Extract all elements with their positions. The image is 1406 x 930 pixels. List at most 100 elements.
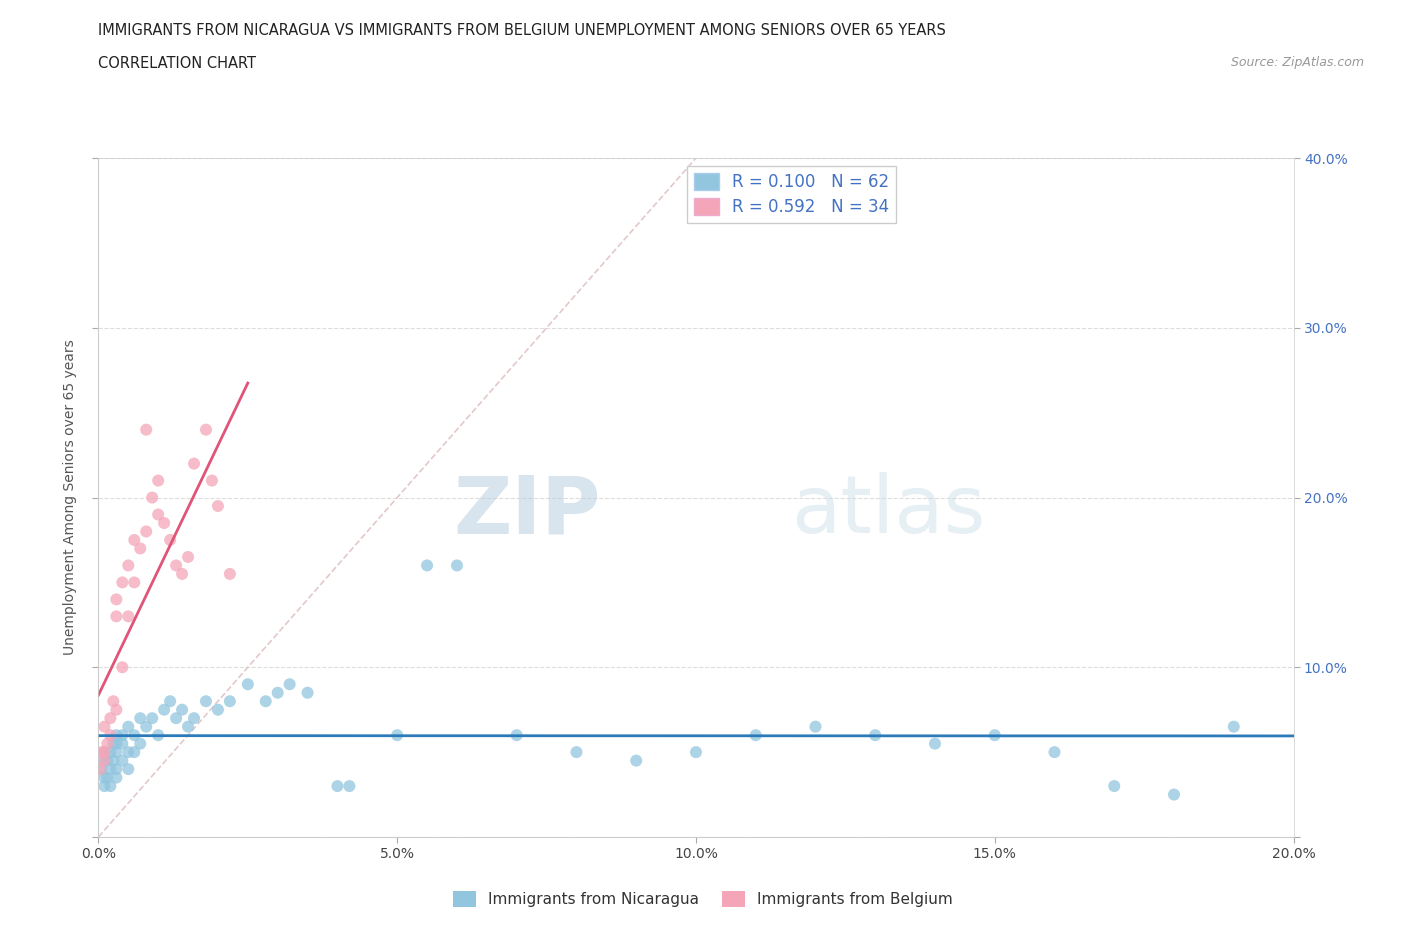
- Point: [111, 575, 134, 590]
- Point: [117, 745, 139, 760]
- Point: [100, 762, 122, 777]
- Point: [219, 566, 242, 581]
- Point: [195, 422, 218, 437]
- Point: [93, 753, 115, 768]
- Point: [141, 711, 163, 725]
- Point: [117, 558, 139, 573]
- Point: [165, 558, 187, 573]
- Point: [626, 753, 648, 768]
- Point: [1163, 787, 1185, 802]
- Point: [177, 550, 200, 565]
- Point: [183, 457, 205, 472]
- Point: [90, 762, 112, 777]
- Point: [93, 745, 115, 760]
- Point: [105, 745, 128, 760]
- Point: [148, 473, 170, 488]
- Point: [865, 727, 887, 742]
- Point: [804, 719, 827, 734]
- Point: [111, 737, 134, 751]
- Point: [159, 694, 181, 709]
- Point: [129, 711, 152, 725]
- Point: [103, 694, 125, 709]
- Point: [103, 737, 125, 751]
- Point: [148, 727, 170, 742]
- Point: [159, 533, 181, 548]
- Text: IMMIGRANTS FROM NICARAGUA VS IMMIGRANTS FROM BELGIUM UNEMPLOYMENT AMONG SENIORS : IMMIGRANTS FROM NICARAGUA VS IMMIGRANTS …: [98, 23, 946, 38]
- Point: [135, 422, 157, 437]
- Point: [96, 737, 118, 751]
- Point: [96, 770, 118, 785]
- Point: [172, 702, 194, 717]
- Point: [111, 727, 134, 742]
- Y-axis label: Unemployment Among Seniors over 65 years: Unemployment Among Seniors over 65 years: [63, 339, 77, 656]
- Point: [93, 770, 115, 785]
- Point: [183, 711, 205, 725]
- Point: [100, 727, 122, 742]
- Text: Source: ZipAtlas.com: Source: ZipAtlas.com: [1230, 56, 1364, 69]
- Point: [124, 533, 146, 548]
- Point: [96, 753, 118, 768]
- Point: [105, 592, 128, 607]
- Point: [172, 566, 194, 581]
- Text: ZIP: ZIP: [453, 472, 600, 551]
- Point: [201, 473, 224, 488]
- Point: [93, 745, 115, 760]
- Point: [924, 737, 946, 751]
- Point: [89, 762, 111, 777]
- Legend: Immigrants from Nicaragua, Immigrants from Belgium: Immigrants from Nicaragua, Immigrants fr…: [447, 884, 959, 913]
- Point: [278, 677, 301, 692]
- Point: [236, 677, 259, 692]
- Point: [565, 745, 588, 760]
- Point: [100, 711, 122, 725]
- Point: [135, 525, 157, 539]
- Point: [267, 685, 290, 700]
- Point: [984, 727, 1007, 742]
- Point: [93, 719, 115, 734]
- Point: [117, 609, 139, 624]
- Point: [326, 778, 349, 793]
- Point: [207, 702, 229, 717]
- Point: [105, 609, 128, 624]
- Point: [148, 507, 170, 522]
- Point: [385, 727, 409, 742]
- Point: [117, 719, 139, 734]
- Point: [685, 745, 707, 760]
- Point: [124, 745, 146, 760]
- Point: [254, 694, 277, 709]
- Point: [135, 719, 157, 734]
- Point: [506, 727, 529, 742]
- Point: [124, 575, 146, 590]
- Point: [105, 727, 128, 742]
- Point: [129, 541, 152, 556]
- Point: [93, 778, 115, 793]
- Point: [105, 770, 128, 785]
- Point: [100, 778, 122, 793]
- Point: [165, 711, 187, 725]
- Point: [124, 727, 146, 742]
- Point: [153, 702, 176, 717]
- Point: [446, 558, 468, 573]
- Point: [153, 515, 176, 530]
- Point: [195, 694, 218, 709]
- Point: [103, 753, 125, 768]
- Point: [1043, 745, 1066, 760]
- Point: [1104, 778, 1126, 793]
- Point: [297, 685, 319, 700]
- Point: [129, 737, 152, 751]
- Text: CORRELATION CHART: CORRELATION CHART: [98, 56, 256, 71]
- Legend: R = 0.100   N = 62, R = 0.592   N = 34: R = 0.100 N = 62, R = 0.592 N = 34: [688, 166, 896, 223]
- Point: [111, 753, 134, 768]
- Point: [416, 558, 439, 573]
- Point: [141, 490, 163, 505]
- Point: [207, 498, 229, 513]
- Point: [105, 702, 128, 717]
- Point: [100, 745, 122, 760]
- Point: [105, 762, 128, 777]
- Point: [339, 778, 360, 793]
- Point: [117, 762, 139, 777]
- Point: [93, 753, 115, 768]
- Point: [1223, 719, 1246, 734]
- Point: [177, 719, 200, 734]
- Point: [111, 660, 134, 675]
- Point: [105, 737, 128, 751]
